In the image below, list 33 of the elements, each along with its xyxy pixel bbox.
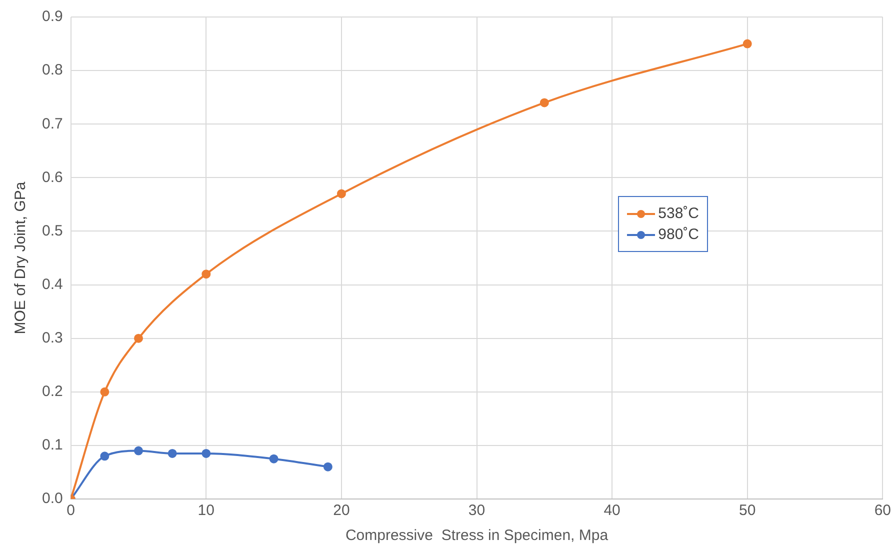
- x-tick-label: 10: [198, 502, 214, 520]
- y-tick-label: 0.1: [42, 436, 63, 454]
- x-axis-title: Compressive Stress in Specimen, Mpa: [345, 527, 609, 544]
- point: [742, 39, 752, 48]
- legend-label: 980˚C: [658, 226, 699, 243]
- x-tick-label: 30: [468, 502, 486, 520]
- x-tick-label: 0: [66, 502, 76, 520]
- y-tick-label: 0.4: [42, 276, 63, 293]
- y-tick-label: 0.6: [42, 168, 63, 186]
- x-tick-label: 20: [333, 502, 350, 520]
- x-tick-label: 40: [604, 502, 620, 520]
- point: [100, 387, 110, 396]
- point: [202, 270, 211, 279]
- point: [100, 452, 110, 461]
- point: [168, 448, 177, 458]
- x-tick-label: 60: [874, 502, 891, 520]
- y-tick-label: 0.5: [42, 222, 63, 240]
- y-tick-label: 0.0: [42, 490, 63, 508]
- y-tick-label: 0.2: [42, 383, 63, 400]
- x-tick-label: 50: [739, 502, 756, 520]
- point: [269, 454, 278, 464]
- point: [134, 334, 144, 343]
- point: [202, 448, 211, 458]
- point: [540, 98, 549, 108]
- y-tick-label: 0.9: [42, 8, 63, 26]
- y-tick-label: 0.3: [42, 329, 63, 346]
- point: [134, 446, 144, 456]
- point: [323, 462, 332, 472]
- point: [336, 189, 346, 198]
- y-tick-label: 0.8: [42, 62, 63, 79]
- y-axis-title: MOE of Dry Joint, GPa: [12, 181, 30, 334]
- y-tick-label: 0.7: [42, 115, 63, 132]
- legend-label: 538˚C: [658, 205, 699, 222]
